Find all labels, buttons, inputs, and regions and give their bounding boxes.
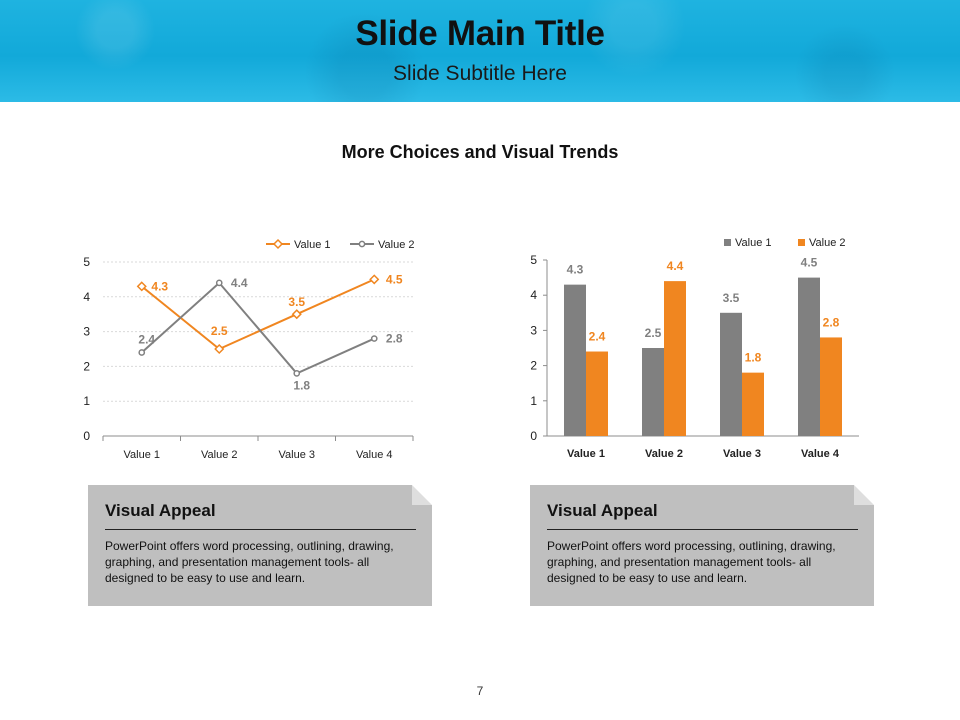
card-divider — [547, 529, 858, 530]
bar — [664, 281, 686, 436]
series-line — [141, 278, 375, 351]
y-tick-label: 2 — [530, 359, 537, 373]
x-tick-label: Value 3 — [723, 448, 761, 460]
legend-label: Value 1 — [294, 239, 331, 251]
data-label: 1.8 — [293, 378, 310, 392]
card-title: Visual Appeal — [547, 501, 658, 520]
data-label: 2.4 — [589, 330, 606, 344]
data-point — [214, 343, 225, 355]
x-tick-label: Value 4 — [356, 449, 393, 461]
page-number: 7 — [476, 684, 484, 698]
card-title: Visual Appeal — [105, 501, 216, 520]
bar — [798, 277, 820, 436]
data-point — [215, 279, 223, 287]
x-tick-label: Value 1 — [124, 449, 161, 461]
y-tick-label: 0 — [530, 429, 537, 443]
bar — [586, 351, 608, 436]
legend-label: Value 2 — [809, 237, 846, 249]
data-point — [291, 309, 302, 320]
data-point — [369, 274, 380, 285]
legend-label: Value 2 — [378, 239, 415, 251]
x-tick-label: Value 2 — [645, 448, 683, 460]
data-label: 1.8 — [745, 351, 762, 365]
data-label: 4.3 — [151, 279, 168, 293]
data-label: 3.5 — [288, 295, 305, 309]
data-point — [370, 335, 378, 342]
folded-corner — [412, 485, 432, 505]
legend-swatch — [724, 239, 731, 246]
data-label: 4.5 — [386, 272, 403, 286]
bar-chart: 0 1 2 3 4 5 Value 1 Value 2 Value 3 Value 4 4.3 2.5… — [530, 237, 859, 460]
x-tick-label: Value 1 — [567, 448, 605, 460]
legend-marker — [358, 240, 366, 248]
folded-corner — [854, 485, 874, 505]
y-tick-label: 0 — [83, 429, 90, 443]
slide-title: Slide Main Title — [355, 14, 605, 53]
line-chart: 0 1 2 3 4 5 Value 1 Value 2 Value 3 Value 4 4.3 2.5… — [83, 238, 415, 461]
data-label: 4.4 — [231, 276, 248, 290]
data-label: 2.8 — [823, 315, 840, 329]
data-label: 2.8 — [386, 332, 403, 346]
bar — [820, 337, 842, 436]
data-point — [136, 281, 147, 292]
y-tick-label: 5 — [83, 255, 90, 269]
y-tick-label: 3 — [530, 323, 537, 337]
series-line — [141, 281, 375, 375]
y-tick-label: 5 — [530, 253, 537, 267]
info-card-right: Visual Appeal PowerPoint offers word pro… — [530, 485, 874, 606]
bar — [742, 372, 764, 436]
slide-subtitle: Slide Subtitle Here — [393, 62, 567, 85]
data-point — [293, 370, 301, 377]
title-banner: Slide Main Title Slide Subtitle Here — [0, 0, 960, 102]
data-label: 2.5 — [211, 324, 228, 338]
x-tick-label: Value 2 — [201, 449, 238, 461]
bar — [720, 312, 742, 436]
data-label: 4.3 — [567, 263, 584, 277]
legend-label: Value 1 — [735, 237, 772, 249]
legend-marker — [272, 238, 284, 250]
y-tick-label: 2 — [83, 359, 90, 373]
legend-swatch — [798, 239, 805, 246]
x-tick-label: Value 3 — [279, 449, 316, 461]
data-label: 4.5 — [801, 256, 818, 270]
data-label: 2.5 — [645, 326, 662, 340]
y-tick-label: 3 — [83, 325, 90, 339]
y-tick-label: 1 — [530, 394, 537, 408]
y-tick-label: 1 — [83, 394, 90, 408]
data-point — [138, 349, 146, 356]
bar — [564, 284, 586, 436]
y-tick-label: 4 — [530, 288, 537, 302]
x-tick-label: Value 4 — [801, 448, 840, 460]
card-body: PowerPoint offers word processing, outli… — [547, 539, 836, 585]
card-divider — [105, 529, 416, 530]
data-label: 3.5 — [723, 291, 740, 305]
card-body: PowerPoint offers word processing, outli… — [105, 539, 394, 585]
bar — [642, 348, 664, 436]
info-card-left: Visual Appeal PowerPoint offers word pro… — [88, 485, 432, 606]
section-title: More Choices and Visual Trends — [341, 142, 619, 162]
y-tick-label: 4 — [83, 290, 90, 304]
data-label: 2.4 — [138, 332, 155, 346]
data-label: 4.4 — [667, 259, 684, 273]
